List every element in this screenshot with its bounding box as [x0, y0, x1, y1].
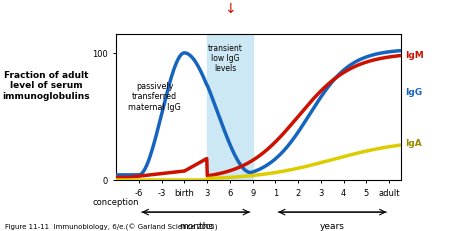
Text: ↓: ↓ — [224, 2, 236, 16]
Bar — [207, 35, 253, 180]
Text: IgA: IgA — [405, 139, 422, 148]
Text: IgM: IgM — [405, 51, 424, 60]
Text: Figure 11-11  Immunobiology, 6/e.(© Garland Science 2005): Figure 11-11 Immunobiology, 6/e.(© Garla… — [5, 223, 217, 230]
Text: Fraction of adult
level of serum
immunoglobulins: Fraction of adult level of serum immunog… — [2, 71, 90, 100]
Text: IgG: IgG — [405, 88, 422, 97]
Text: years: years — [320, 221, 345, 230]
Text: transient
low IgG
levels: transient low IgG levels — [208, 43, 243, 73]
Text: conception: conception — [93, 198, 139, 207]
Text: months: months — [179, 221, 213, 230]
Text: passively
transferred
maternal IgG: passively transferred maternal IgG — [128, 82, 181, 111]
